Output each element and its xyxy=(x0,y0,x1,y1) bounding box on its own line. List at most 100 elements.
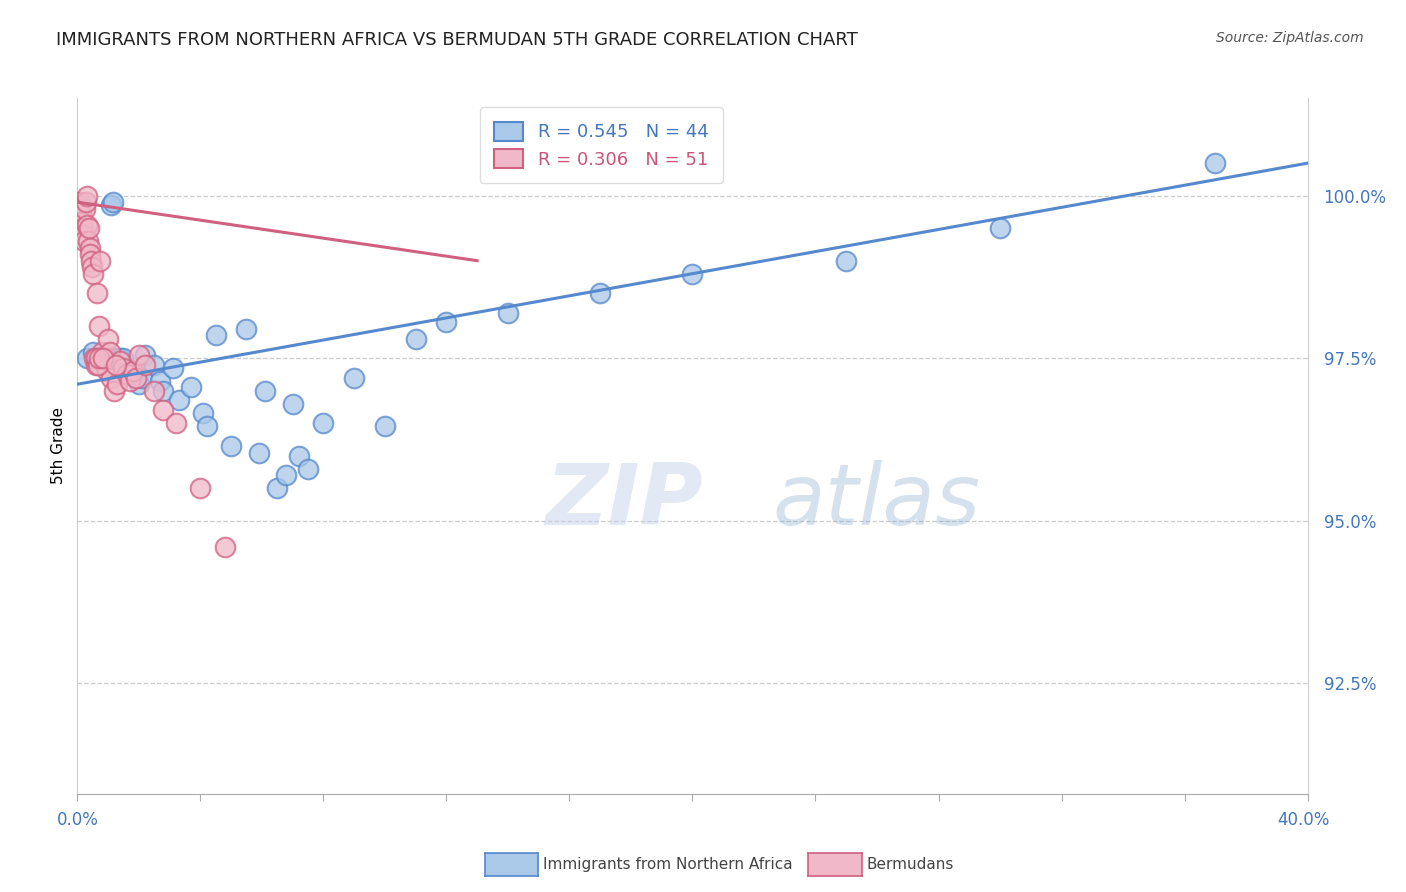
Point xyxy=(76,188,98,202)
Point xyxy=(149,374,172,388)
Point xyxy=(96,364,118,378)
Point xyxy=(93,351,115,366)
Point xyxy=(835,253,858,268)
Point xyxy=(100,198,122,212)
Point xyxy=(100,370,122,384)
Point xyxy=(115,368,138,382)
Point xyxy=(112,361,135,376)
Point xyxy=(128,377,150,392)
Point xyxy=(115,361,138,376)
Point xyxy=(118,374,141,388)
Point xyxy=(84,358,107,372)
Point xyxy=(73,202,96,216)
Point xyxy=(167,393,190,408)
Point xyxy=(94,358,117,372)
Point xyxy=(97,332,120,346)
Point xyxy=(104,358,127,372)
Point xyxy=(204,328,226,343)
Text: atlas: atlas xyxy=(772,460,980,543)
Point xyxy=(134,348,156,362)
Point xyxy=(105,377,128,392)
Point xyxy=(110,354,132,368)
Point xyxy=(436,315,458,329)
Point xyxy=(195,419,218,434)
Point xyxy=(90,344,114,359)
Point xyxy=(103,384,125,398)
Point xyxy=(77,234,100,248)
Point xyxy=(76,351,98,366)
Point xyxy=(1204,156,1226,170)
Point xyxy=(77,221,100,235)
Point xyxy=(121,364,143,378)
Point xyxy=(165,416,187,430)
Point xyxy=(266,481,288,495)
Point xyxy=(112,351,135,366)
Point xyxy=(72,227,94,242)
Point xyxy=(180,380,202,394)
Point xyxy=(374,419,396,434)
Point xyxy=(69,202,91,216)
Point xyxy=(312,416,335,430)
Point xyxy=(80,253,103,268)
Point xyxy=(87,358,110,372)
Point xyxy=(105,351,128,366)
Point xyxy=(128,348,150,362)
Text: ZIP: ZIP xyxy=(546,460,703,543)
Point xyxy=(76,218,98,232)
Point xyxy=(281,397,304,411)
Text: Source: ZipAtlas.com: Source: ZipAtlas.com xyxy=(1216,31,1364,45)
Text: 40.0%: 40.0% xyxy=(1277,811,1330,829)
Point xyxy=(94,351,117,366)
Point xyxy=(86,351,108,366)
Point xyxy=(86,286,108,301)
Point xyxy=(87,318,110,333)
Point xyxy=(253,384,276,398)
Point xyxy=(87,351,110,366)
Point xyxy=(67,198,90,212)
Point xyxy=(98,344,121,359)
Point xyxy=(247,445,270,459)
Point xyxy=(82,260,104,275)
Point xyxy=(72,221,94,235)
Point xyxy=(682,267,704,281)
Point xyxy=(125,370,148,384)
Point xyxy=(235,322,257,336)
Y-axis label: 5th Grade: 5th Grade xyxy=(51,408,66,484)
Point xyxy=(93,351,115,366)
Point xyxy=(79,241,101,255)
Point xyxy=(496,306,519,320)
Text: Bermudans: Bermudans xyxy=(866,857,953,871)
Point xyxy=(162,361,184,376)
Point xyxy=(121,368,143,382)
Point xyxy=(89,253,111,268)
Point xyxy=(79,247,101,261)
Text: Immigrants from Northern Africa: Immigrants from Northern Africa xyxy=(543,857,793,871)
Text: IMMIGRANTS FROM NORTHERN AFRICA VS BERMUDAN 5TH GRADE CORRELATION CHART: IMMIGRANTS FROM NORTHERN AFRICA VS BERMU… xyxy=(56,31,858,49)
Point xyxy=(82,344,104,359)
Point xyxy=(75,195,97,210)
Point xyxy=(988,221,1011,235)
Point xyxy=(73,234,96,248)
Point xyxy=(152,403,174,417)
Legend: R = 0.545   N = 44, R = 0.306   N = 51: R = 0.545 N = 44, R = 0.306 N = 51 xyxy=(479,107,723,183)
Point xyxy=(131,370,153,384)
Point xyxy=(143,358,166,372)
Point xyxy=(152,384,174,398)
Point xyxy=(89,351,111,366)
Point xyxy=(110,351,132,366)
Point xyxy=(70,205,93,219)
Point xyxy=(193,407,215,421)
Point xyxy=(70,215,93,229)
Point xyxy=(83,351,105,366)
Point xyxy=(69,195,91,210)
Point xyxy=(276,468,298,483)
Point xyxy=(82,267,104,281)
Point xyxy=(101,195,124,210)
Point xyxy=(343,370,366,384)
Point xyxy=(214,540,236,554)
Point xyxy=(297,462,319,476)
Point xyxy=(143,384,166,398)
Point xyxy=(134,358,156,372)
Point xyxy=(219,439,242,453)
Text: 0.0%: 0.0% xyxy=(56,811,98,829)
